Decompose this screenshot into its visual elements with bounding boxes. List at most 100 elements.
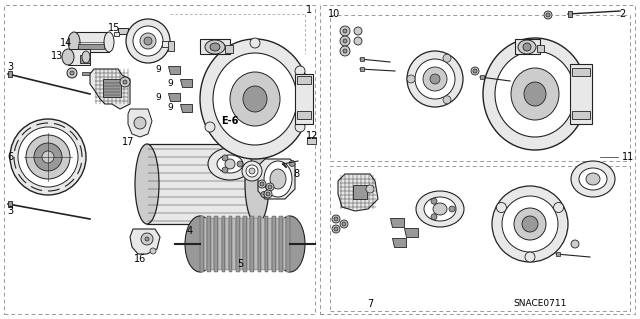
Text: 4: 4 [187, 226, 193, 236]
Text: 6: 6 [7, 152, 13, 162]
Polygon shape [180, 104, 192, 112]
Ellipse shape [133, 26, 163, 56]
Bar [250, 216, 254, 272]
Bar [537, 45, 544, 52]
Bar [572, 111, 590, 119]
Ellipse shape [264, 161, 292, 197]
Ellipse shape [134, 117, 146, 129]
Bar [239, 218, 243, 270]
Polygon shape [8, 71, 12, 77]
Ellipse shape [275, 216, 305, 272]
Ellipse shape [205, 40, 225, 54]
Ellipse shape [554, 203, 564, 212]
Ellipse shape [340, 36, 350, 46]
Ellipse shape [144, 37, 152, 45]
Bar [147, 144, 257, 224]
Text: 8: 8 [293, 169, 299, 179]
Bar [297, 111, 311, 119]
Ellipse shape [354, 37, 362, 45]
Ellipse shape [443, 54, 451, 62]
Text: 15: 15 [108, 23, 120, 33]
Bar [353, 185, 367, 199]
Text: 3: 3 [7, 62, 13, 72]
Ellipse shape [34, 143, 62, 171]
Ellipse shape [483, 38, 587, 150]
Ellipse shape [332, 225, 340, 233]
Ellipse shape [104, 32, 114, 52]
Ellipse shape [544, 11, 552, 19]
Bar [254, 218, 257, 270]
Ellipse shape [225, 159, 235, 169]
Polygon shape [168, 93, 180, 101]
Text: 1: 1 [306, 5, 312, 15]
Bar [330, 166, 630, 311]
Ellipse shape [343, 29, 347, 33]
Bar [261, 218, 265, 270]
Polygon shape [360, 67, 364, 71]
Polygon shape [556, 252, 560, 256]
Bar [320, 5, 635, 314]
Ellipse shape [511, 68, 559, 120]
Ellipse shape [366, 185, 374, 193]
Ellipse shape [431, 214, 437, 220]
Ellipse shape [70, 71, 74, 75]
Ellipse shape [246, 165, 258, 177]
Ellipse shape [140, 33, 156, 49]
Ellipse shape [249, 168, 255, 174]
Ellipse shape [270, 169, 286, 189]
Bar [114, 32, 119, 36]
Ellipse shape [62, 49, 74, 65]
Ellipse shape [210, 43, 220, 51]
Bar [162, 41, 170, 47]
Ellipse shape [295, 66, 305, 76]
Ellipse shape [546, 13, 550, 17]
Ellipse shape [260, 182, 264, 186]
Ellipse shape [571, 240, 579, 248]
Bar [221, 216, 225, 272]
Ellipse shape [222, 155, 228, 161]
Ellipse shape [586, 173, 600, 185]
Ellipse shape [266, 192, 270, 196]
Bar [229, 216, 232, 272]
Ellipse shape [523, 43, 531, 51]
Ellipse shape [343, 49, 347, 53]
Bar [225, 218, 228, 270]
Ellipse shape [222, 167, 228, 173]
Ellipse shape [205, 122, 215, 132]
Ellipse shape [473, 69, 477, 73]
Ellipse shape [237, 161, 243, 167]
Ellipse shape [264, 190, 272, 198]
Polygon shape [90, 69, 130, 109]
Text: 16: 16 [134, 254, 146, 264]
Polygon shape [338, 174, 378, 211]
Ellipse shape [68, 32, 80, 52]
Ellipse shape [258, 180, 266, 188]
Ellipse shape [433, 203, 447, 215]
Text: 9: 9 [155, 93, 161, 101]
Ellipse shape [430, 74, 440, 84]
Ellipse shape [524, 82, 546, 106]
Ellipse shape [213, 53, 297, 145]
Bar [118, 28, 128, 34]
Bar [211, 218, 214, 270]
Ellipse shape [424, 197, 456, 221]
Ellipse shape [145, 237, 149, 241]
Bar [243, 216, 246, 272]
Ellipse shape [10, 119, 86, 195]
Ellipse shape [135, 144, 159, 224]
Text: E-6: E-6 [221, 116, 239, 126]
Text: 13: 13 [51, 51, 63, 61]
Ellipse shape [126, 19, 170, 63]
Ellipse shape [340, 26, 350, 36]
Ellipse shape [514, 208, 546, 240]
Bar [4, 5, 315, 314]
Polygon shape [130, 229, 160, 254]
Ellipse shape [443, 96, 451, 104]
Bar [78, 44, 104, 49]
Bar [276, 218, 279, 270]
Text: 9: 9 [167, 103, 173, 113]
Ellipse shape [340, 46, 350, 56]
Bar [225, 45, 233, 53]
Ellipse shape [295, 122, 305, 132]
Ellipse shape [268, 185, 272, 189]
